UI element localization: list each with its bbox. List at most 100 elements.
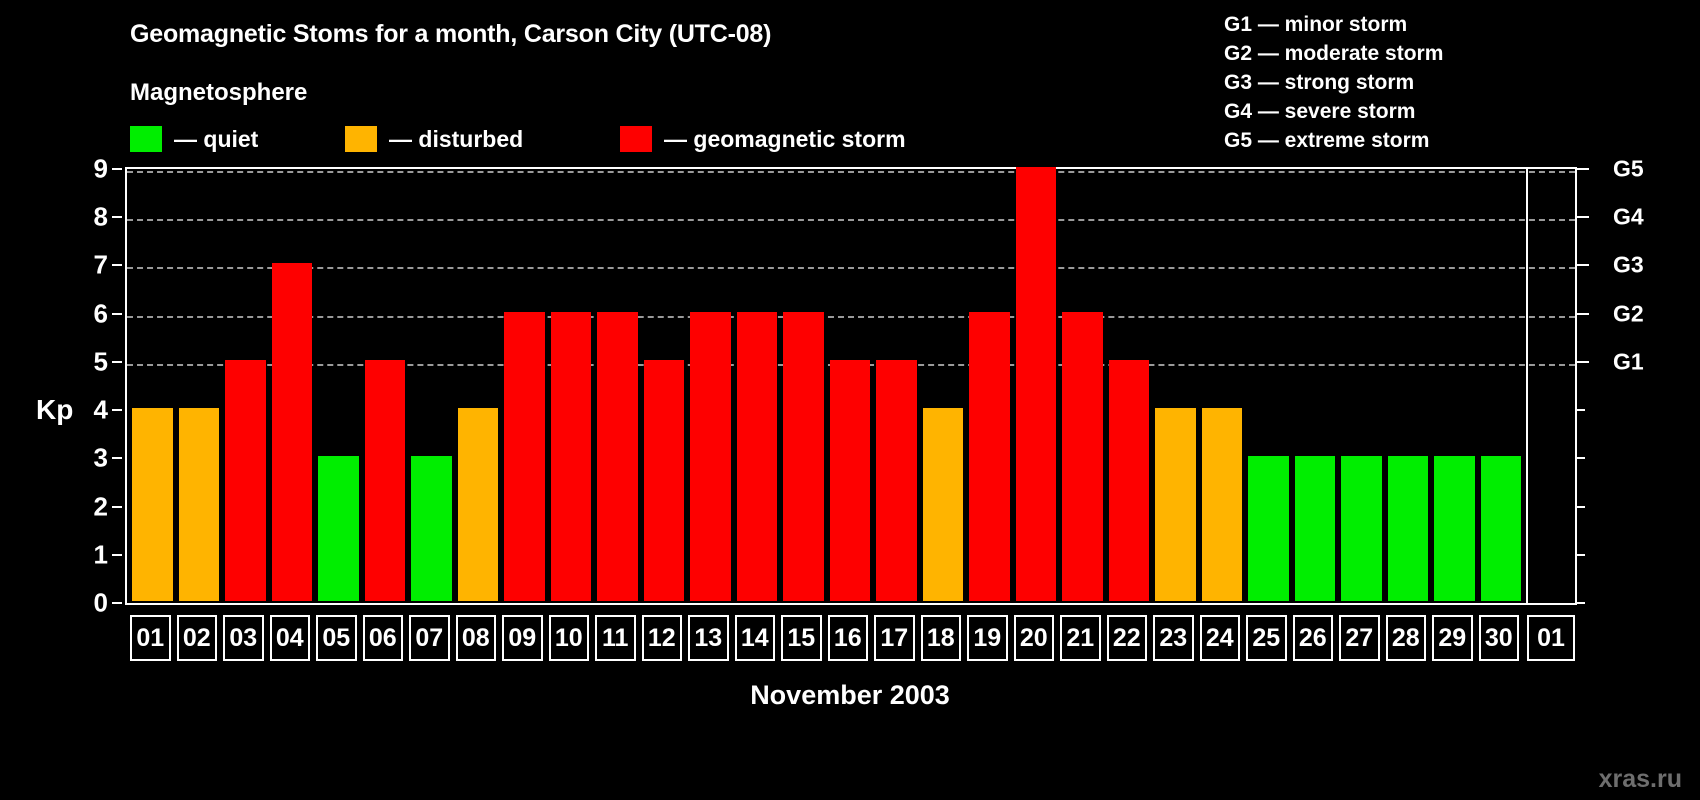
watermark: xras.ru (1598, 765, 1682, 793)
plot-right-divider (1526, 169, 1528, 603)
bar-slot[interactable] (594, 171, 641, 601)
bar-slot[interactable] (315, 171, 362, 601)
bar-slot[interactable] (269, 171, 316, 601)
bar-slot[interactable] (455, 171, 502, 601)
y-tick-mark (112, 553, 122, 556)
bar-day-24[interactable] (1201, 408, 1242, 601)
bar-slot[interactable] (966, 171, 1013, 601)
x-axis-day-label: 04 (269, 615, 310, 661)
bar-day-04[interactable] (271, 263, 312, 601)
y-tick-mark (112, 602, 122, 604)
bar-slot[interactable] (176, 171, 223, 601)
bar-day-15[interactable] (783, 311, 824, 601)
y-tick-label: 7 (93, 249, 108, 280)
bar-day-19[interactable] (969, 311, 1010, 601)
y-tick-label: 8 (93, 201, 108, 232)
y-tick-label: 1 (93, 539, 108, 570)
bar-day-29[interactable] (1434, 456, 1475, 601)
x-axis-day-label: 11 (595, 615, 636, 661)
bar-slot[interactable] (873, 171, 920, 601)
bar-day-25[interactable] (1248, 456, 1289, 601)
y-tick-mark (112, 264, 122, 267)
bar-day-26[interactable] (1294, 456, 1335, 601)
gridline (127, 171, 1575, 173)
x-axis-day-label: 22 (1106, 615, 1147, 661)
x-axis-day-label: 16 (827, 615, 868, 661)
g-axis-minor-tick (1577, 409, 1585, 412)
bar-day-03[interactable] (225, 359, 266, 601)
bar-slot[interactable] (920, 171, 967, 601)
g-scale-line: G5 — extreme storm (1224, 129, 1430, 152)
bar-slot[interactable] (501, 171, 548, 601)
g-axis-minor-tick (1577, 457, 1585, 460)
bar-day-07[interactable] (411, 456, 452, 601)
bar-day-17[interactable] (876, 359, 917, 601)
x-axis-day-label: 09 (502, 615, 543, 661)
page-title: Geomagnetic Stoms for a month, Carson Ci… (130, 20, 772, 48)
legend-label: — quiet (174, 125, 259, 152)
bar-day-18[interactable] (922, 408, 963, 601)
y-tick-mark (112, 312, 122, 315)
bar-day-22[interactable] (1108, 359, 1149, 601)
bar-day-28[interactable] (1387, 456, 1428, 601)
bar-slot[interactable] (641, 171, 688, 601)
bar-day-09[interactable] (504, 311, 545, 601)
bar-slot[interactable] (1013, 167, 1060, 601)
gridline (127, 219, 1575, 222)
x-axis-day-label: 07 (409, 615, 450, 661)
x-axis-title: November 2003 (750, 680, 950, 710)
x-axis-day-label: 05 (316, 615, 357, 661)
bar-day-11[interactable] (597, 311, 638, 601)
bar-slot[interactable] (548, 171, 595, 601)
bar-slot[interactable] (734, 171, 781, 601)
bar-day-21[interactable] (1062, 311, 1103, 601)
bar-day-20[interactable] (1015, 167, 1056, 601)
bar-slot[interactable] (222, 171, 269, 601)
x-axis-day-label: 26 (1292, 615, 1333, 661)
bar-day-10[interactable] (550, 311, 591, 601)
bar-slot[interactable] (827, 171, 874, 601)
x-axis-boxes: 01 02 03 04 05 06 07 08 09 10 11 12 13 14 15 16 17 18 19 20… (127, 615, 1522, 661)
bar-slot[interactable] (1385, 171, 1432, 601)
g-axis-minor-tick (1577, 505, 1585, 508)
plot-area (125, 167, 1577, 605)
bar-slot[interactable] (1338, 171, 1385, 601)
bar-day-08[interactable] (457, 408, 498, 601)
bar-slot[interactable] (1245, 171, 1292, 601)
y-tick-label: 6 (93, 298, 108, 329)
x-axis-day-label: 25 (1246, 615, 1287, 661)
bar-slot[interactable] (1152, 171, 1199, 601)
bar-slot[interactable] (1292, 171, 1339, 601)
bar-slot[interactable] (1059, 171, 1106, 601)
bar-slot[interactable] (1106, 171, 1153, 601)
g-axis-label: G1 (1613, 348, 1644, 375)
bar-day-01[interactable] (132, 408, 173, 601)
bar-slot[interactable] (129, 171, 176, 601)
x-axis-day-label: 14 (734, 615, 775, 661)
bar-slot[interactable] (687, 171, 734, 601)
bar-slot[interactable] (1478, 171, 1525, 601)
bar-day-30[interactable] (1480, 456, 1521, 601)
bar-day-05[interactable] (318, 456, 359, 601)
x-axis-day-label: 21 (1060, 615, 1101, 661)
x-axis-day-label: 02 (176, 615, 217, 661)
bar-slot[interactable] (780, 171, 827, 601)
x-axis-day-label: 12 (641, 615, 682, 661)
bar-day-06[interactable] (364, 359, 405, 601)
g-axis-label: G3 (1613, 251, 1644, 278)
bar-day-13[interactable] (690, 311, 731, 601)
y-tick-label: 2 (93, 491, 108, 522)
bar-day-02[interactable] (178, 408, 219, 601)
bar-slot[interactable] (1431, 171, 1478, 601)
bar-day-27[interactable] (1341, 456, 1382, 601)
bar-day-14[interactable] (736, 311, 777, 601)
x-axis-day-label: 10 (548, 615, 589, 661)
g-scale-legend: G1 — minor storm G2 — moderate storm G3 — … (1224, 10, 1443, 155)
bar-slot[interactable] (408, 171, 455, 601)
bar-day-23[interactable] (1155, 408, 1196, 601)
bar-day-16[interactable] (829, 359, 870, 601)
y-tick-mark (112, 409, 122, 412)
bar-day-12[interactable] (643, 359, 684, 601)
bar-slot[interactable] (1199, 171, 1246, 601)
bar-slot[interactable] (362, 171, 409, 601)
